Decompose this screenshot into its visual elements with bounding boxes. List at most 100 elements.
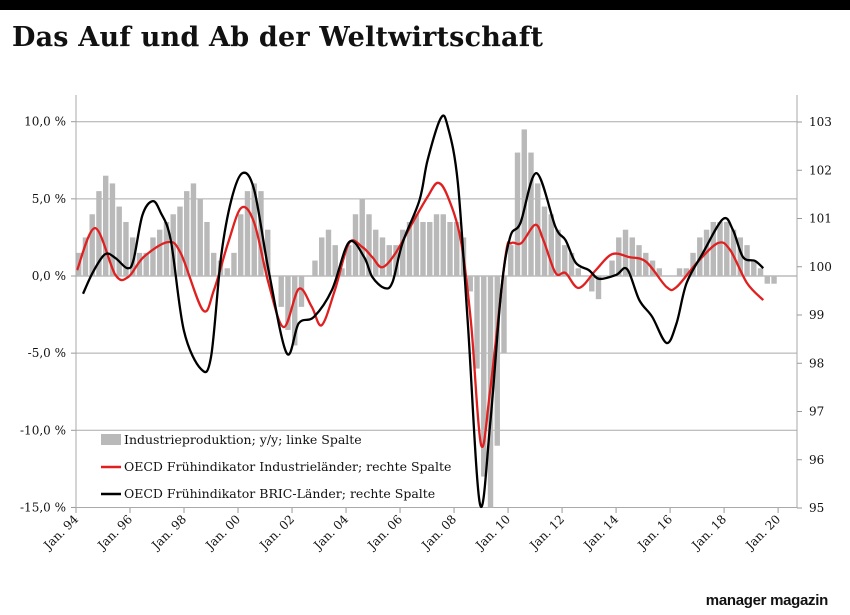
bar bbox=[163, 221, 170, 276]
bar bbox=[764, 276, 770, 284]
bar bbox=[717, 221, 723, 276]
bar bbox=[231, 252, 237, 276]
bar bbox=[204, 221, 210, 276]
bar bbox=[514, 152, 521, 276]
right-tick-label: 96 bbox=[809, 453, 824, 467]
right-tick-label: 98 bbox=[809, 356, 824, 370]
bar bbox=[211, 252, 217, 276]
bar bbox=[312, 260, 318, 276]
x-tick-label: Jan. 98 bbox=[148, 512, 189, 553]
bar bbox=[278, 276, 284, 307]
bar bbox=[467, 276, 473, 292]
x-tick-label: Jan. 12 bbox=[526, 512, 567, 553]
legend-swatch-bars bbox=[101, 434, 121, 445]
left-tick-label: 5,0 % bbox=[32, 192, 66, 206]
bar bbox=[454, 221, 460, 276]
bar bbox=[643, 252, 649, 276]
bar bbox=[730, 229, 737, 276]
bar bbox=[757, 268, 764, 276]
bar bbox=[319, 237, 325, 276]
bar bbox=[636, 245, 642, 276]
left-tick-label: -10,0 % bbox=[20, 423, 66, 437]
chart-title: Das Auf und Ab der Weltwirtschaft bbox=[12, 22, 544, 53]
bar bbox=[116, 206, 122, 276]
bar bbox=[676, 268, 683, 276]
bar bbox=[292, 276, 298, 346]
bar bbox=[690, 252, 696, 276]
x-tick-label: Jan. 20 bbox=[742, 512, 783, 553]
bar bbox=[433, 214, 440, 276]
bar bbox=[737, 237, 743, 276]
bar bbox=[136, 252, 143, 276]
left-tick-label: -5,0 % bbox=[28, 346, 66, 360]
bar bbox=[771, 276, 777, 284]
x-tick-label: Jan. 16 bbox=[634, 512, 675, 553]
bar bbox=[683, 268, 689, 276]
bar bbox=[535, 183, 541, 276]
right-tick-label: 101 bbox=[809, 212, 832, 226]
bar bbox=[150, 237, 156, 276]
right-tick-label: 100 bbox=[809, 260, 832, 274]
bar bbox=[508, 245, 514, 276]
bar bbox=[393, 245, 399, 276]
bar bbox=[413, 214, 419, 276]
bar bbox=[494, 276, 500, 446]
bar bbox=[474, 276, 480, 369]
bar bbox=[595, 276, 602, 300]
bar bbox=[103, 175, 109, 276]
bar bbox=[244, 191, 251, 276]
bar bbox=[656, 268, 662, 276]
gridlines bbox=[76, 121, 797, 508]
bar bbox=[710, 221, 716, 276]
top-rule bbox=[0, 0, 850, 10]
left-tick-label: 10,0 % bbox=[24, 115, 66, 129]
bar bbox=[177, 206, 183, 276]
x-tick-label: Jan. 06 bbox=[364, 512, 405, 553]
bar bbox=[251, 183, 257, 276]
publisher-logo: manager magazin bbox=[705, 592, 829, 609]
bar bbox=[447, 221, 453, 276]
bar bbox=[143, 252, 149, 276]
bar bbox=[224, 268, 230, 276]
legend-label-black: OECD Frühindikator BRIC-Länder; rechte S… bbox=[124, 486, 435, 501]
bar bbox=[339, 268, 345, 276]
bar bbox=[265, 229, 271, 276]
bar bbox=[366, 214, 372, 276]
bar bbox=[359, 198, 365, 276]
right-tick-label: 102 bbox=[809, 163, 832, 177]
bar bbox=[548, 214, 554, 276]
bar bbox=[238, 214, 244, 276]
x-tick-label: Jan. 94 bbox=[40, 512, 82, 554]
bar bbox=[346, 245, 352, 276]
bar bbox=[197, 198, 203, 276]
x-tick-label: Jan. 00 bbox=[202, 512, 243, 553]
bar bbox=[190, 183, 197, 276]
bar bbox=[298, 276, 305, 307]
left-tick-label: -15,0 % bbox=[20, 500, 66, 514]
bar bbox=[123, 221, 129, 276]
bar bbox=[109, 183, 116, 276]
bar bbox=[406, 221, 413, 276]
right-tick-label: 103 bbox=[809, 115, 832, 129]
bar bbox=[724, 221, 730, 276]
legend: Industrieproduktion; y/y; linke Spalte O… bbox=[101, 432, 451, 501]
x-tick-label: Jan. 08 bbox=[418, 512, 459, 553]
x-tick-label: Jan. 14 bbox=[580, 512, 622, 554]
x-tick-label: Jan. 18 bbox=[688, 512, 729, 553]
x-tick-label: Jan. 96 bbox=[94, 512, 135, 553]
bar bbox=[157, 229, 163, 276]
bar bbox=[285, 276, 291, 331]
right-tick-label: 99 bbox=[809, 308, 824, 322]
bar bbox=[575, 268, 581, 276]
left-tick-label: 0,0 % bbox=[32, 269, 66, 283]
line-bric bbox=[81, 114, 765, 508]
bar bbox=[622, 229, 629, 276]
bar bbox=[89, 214, 95, 276]
bar bbox=[400, 229, 406, 276]
x-tick-label: Jan. 10 bbox=[472, 512, 513, 553]
bar bbox=[332, 245, 338, 276]
bar bbox=[184, 191, 190, 276]
bar bbox=[258, 191, 264, 276]
bar bbox=[427, 221, 433, 276]
